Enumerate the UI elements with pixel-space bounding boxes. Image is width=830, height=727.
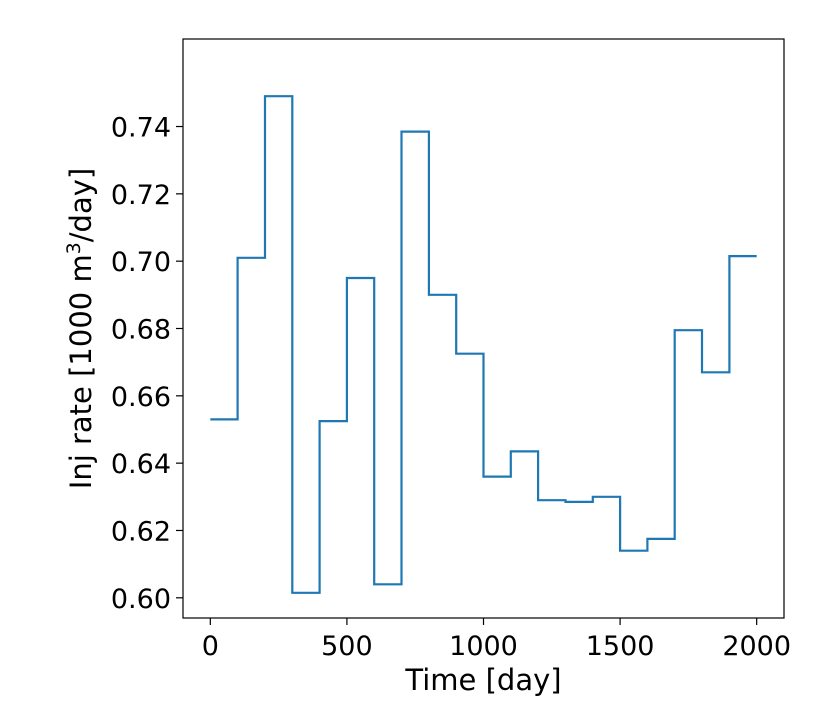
plot-frame	[182, 38, 785, 619]
y-axis: 0.60 0.62 0.64 0.66 0.68 0.70 0.72 0.74	[111, 113, 183, 615]
x-tick-label: 0	[202, 631, 219, 662]
y-tick-label: 0.68	[111, 315, 171, 346]
y-tick-label: 0.64	[111, 449, 171, 480]
y-tick-label: 0.74	[111, 113, 171, 144]
y-tick-label: 0.62	[111, 516, 171, 547]
y-tick-label: 0.70	[111, 247, 171, 278]
x-tick-label: 2000	[722, 631, 791, 662]
y-tick-label: 0.72	[111, 180, 171, 211]
x-axis: 0 500 1000 1500 2000	[202, 618, 791, 662]
y-tick-label: 0.66	[111, 382, 171, 413]
y-axis-label-suffix: /day]	[64, 168, 98, 242]
y-tick-label: 0.60	[111, 584, 171, 615]
x-tick-label: 1000	[449, 631, 518, 662]
injection-rate-series	[210, 95, 757, 594]
x-tick-label: 500	[321, 631, 373, 662]
x-tick-label: 1500	[586, 631, 655, 662]
y-axis-label: Inj rate [1000 m3/day]	[63, 168, 98, 489]
x-axis-label: Time [day]	[404, 663, 561, 697]
y-axis-label-prefix: Inj rate [1000 m	[64, 254, 98, 489]
y-axis-label-superscript: 3	[63, 242, 85, 254]
